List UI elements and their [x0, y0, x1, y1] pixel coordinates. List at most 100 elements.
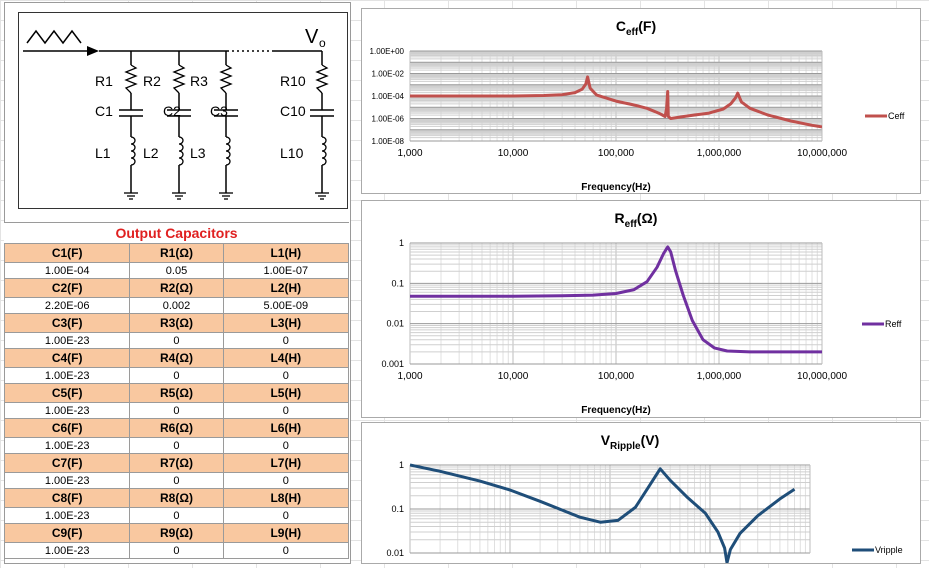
value-cell[interactable]: 0	[222, 542, 350, 559]
value-cell[interactable]: 1.00E-23	[3, 332, 131, 349]
y-tick-label: 0.001	[381, 359, 404, 369]
header-cell: R8(Ω)	[129, 488, 224, 508]
header-cell: C5(F)	[3, 383, 131, 403]
x-tick-label: 10,000	[498, 148, 529, 159]
chart-title: Ceff(F)	[616, 18, 656, 38]
label-r2: R2	[143, 73, 161, 89]
value-cell[interactable]: 2.20E-06	[3, 297, 131, 314]
value-cell[interactable]: 1.00E-04	[3, 262, 131, 279]
value-cell[interactable]: 0	[129, 507, 224, 524]
value-cell[interactable]: 0.05	[129, 262, 224, 279]
header-cell: R2(Ω)	[129, 278, 224, 298]
x-tick-label: 1,000,000	[697, 371, 742, 382]
value-cell[interactable]: 1.00E-23	[3, 367, 131, 384]
label-r1: R1	[95, 73, 113, 89]
header-cell: C9(F)	[3, 523, 131, 543]
x-tick-label: 1,000	[397, 148, 422, 159]
legend-label: Reff	[885, 319, 902, 329]
label-l10: L10	[280, 145, 304, 161]
resistor-symbol	[219, 64, 233, 94]
resistor-symbol	[315, 64, 329, 94]
y-tick-label: 1.00E-02	[372, 70, 405, 79]
value-cell[interactable]: 0	[129, 542, 224, 559]
header-cell: R9(Ω)	[129, 523, 224, 543]
x-tick-label: 10,000	[498, 371, 529, 382]
header-cell: C2(F)	[3, 278, 131, 298]
header-cell: R4(Ω)	[129, 348, 224, 368]
table-header-row: C8(F) R8(Ω) L8(H)	[3, 488, 350, 508]
header-cell: L1(H)	[222, 243, 350, 263]
value-cell[interactable]: 0	[222, 472, 350, 489]
header-cell: L6(H)	[222, 418, 350, 438]
legend: Reff	[862, 319, 902, 329]
value-cell[interactable]: 0	[129, 472, 224, 489]
header-cell: L9(H)	[222, 523, 350, 543]
y-tick-label: 1.00E-06	[372, 115, 405, 124]
label-r3: R3	[190, 73, 208, 89]
y-tick-label: 0.01	[386, 319, 404, 329]
value-cell[interactable]: 5.00E-09	[222, 297, 350, 314]
header-cell: L8(H)	[222, 488, 350, 508]
header-cell: R5(Ω)	[129, 383, 224, 403]
header-cell: C1(F)	[3, 243, 131, 263]
inductor-symbol	[225, 136, 231, 166]
header-cell: R3(Ω)	[129, 313, 224, 333]
y-tick-label: 0.1	[391, 504, 404, 514]
x-tick-label: 1,000	[397, 371, 422, 382]
label-l1: L1	[95, 145, 111, 161]
value-cell[interactable]: 1.00E-23	[3, 472, 131, 489]
value-cell[interactable]: 0	[222, 402, 350, 419]
series-line-reff	[410, 245, 822, 354]
table-row: 1.00E-23 0 0	[3, 367, 350, 384]
value-cell[interactable]: 0	[129, 332, 224, 349]
value-cell[interactable]: 1.00E-23	[3, 542, 131, 559]
x-tick-label: 1,000,000	[697, 148, 742, 159]
value-cell[interactable]: 1.00E-23	[3, 402, 131, 419]
label-r10: R10	[280, 73, 306, 89]
value-cell[interactable]: 0	[222, 332, 350, 349]
table-header-row: C6(F) R6(Ω) L6(H)	[3, 418, 350, 438]
gridlines	[409, 242, 823, 365]
y-tick-label: 1.00E-04	[372, 92, 405, 101]
value-cell[interactable]: 0.002	[129, 297, 224, 314]
header-cell: C3(F)	[3, 313, 131, 333]
value-cell[interactable]: 0	[129, 367, 224, 384]
value-cell[interactable]: 0	[129, 437, 224, 454]
value-cell[interactable]: 0	[222, 507, 350, 524]
value-cell[interactable]: 0	[222, 367, 350, 384]
header-cell: L2(H)	[222, 278, 350, 298]
table-row: 2.20E-06 0.002 5.00E-09	[3, 297, 350, 314]
inductor-symbol	[130, 136, 136, 166]
legend: Ceff	[865, 111, 905, 121]
output-capacitors-title: Output Capacitors	[4, 222, 349, 243]
vout-subscript: o	[319, 36, 326, 50]
legend-label: Ceff	[888, 111, 905, 121]
x-tick-label: 100,000	[598, 148, 635, 159]
y-tick-label: 0.1	[391, 278, 404, 288]
value-cell[interactable]: 0	[222, 437, 350, 454]
x-axis-label: Frequency(Hz)	[581, 182, 650, 193]
header-cell: C8(F)	[3, 488, 131, 508]
value-cell[interactable]: 1.00E-23	[3, 507, 131, 524]
value-cell[interactable]: 1.00E-07	[222, 262, 350, 279]
output-capacitors-table: C1(F) R1(Ω) L1(H) 1.00E-04 0.05 1.00E-07 C2(F)…	[3, 243, 350, 559]
table-row: 1.00E-23 0 0	[3, 472, 350, 489]
table-row: 1.00E-23 0 0	[3, 332, 350, 349]
legend: Vripple	[852, 545, 903, 555]
value-cell[interactable]: 0	[129, 402, 224, 419]
table-header-row: C7(F) R7(Ω) L7(H)	[3, 453, 350, 473]
ceff-chart: Ceff(F) 1.00E-08 1.00E-06 1.00E-04 1.00E-02 1…	[361, 8, 921, 194]
label-l2: L2	[143, 145, 159, 161]
series-line-vripple	[410, 463, 796, 563]
value-cell[interactable]: 1.00E-23	[3, 437, 131, 454]
y-tick-label: 1	[399, 238, 404, 248]
resistor-symbol	[172, 64, 186, 94]
header-cell: R6(Ω)	[129, 418, 224, 438]
header-cell: C4(F)	[3, 348, 131, 368]
inductor-symbol	[321, 136, 327, 166]
table-row: 1.00E-04 0.05 1.00E-07	[3, 262, 350, 279]
y-tick-label: 1	[399, 460, 404, 470]
